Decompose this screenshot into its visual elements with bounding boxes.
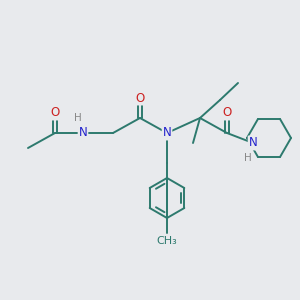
Text: O: O <box>135 92 145 104</box>
Text: N: N <box>249 136 257 149</box>
Text: H: H <box>244 153 252 163</box>
Text: O: O <box>50 106 60 119</box>
Text: CH₃: CH₃ <box>157 236 177 246</box>
Text: N: N <box>163 127 171 140</box>
Text: N: N <box>79 127 87 140</box>
Text: O: O <box>222 106 232 119</box>
Text: H: H <box>74 113 82 123</box>
